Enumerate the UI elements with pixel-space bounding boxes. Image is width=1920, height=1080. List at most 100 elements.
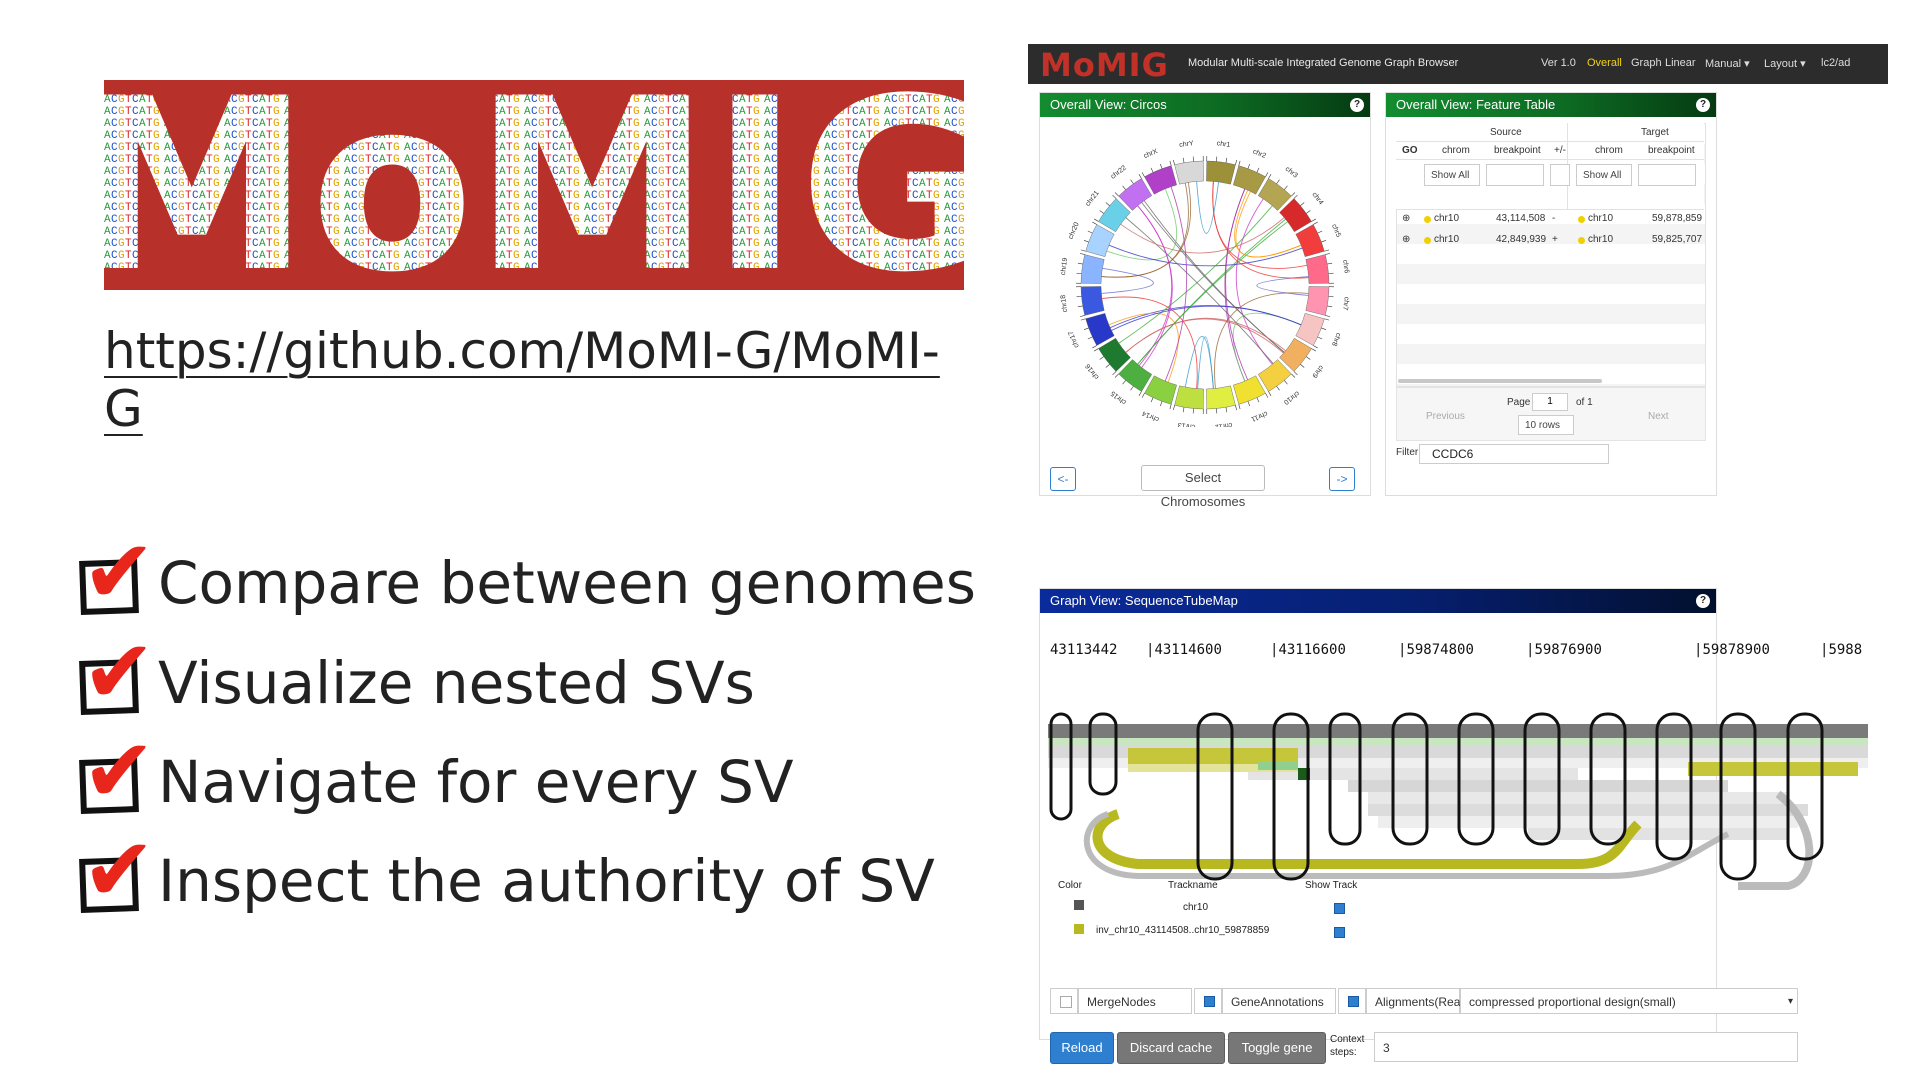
chromosome-segment[interactable] (1296, 313, 1325, 345)
reload-button[interactable]: Reload (1050, 1032, 1114, 1064)
circos-link[interactable] (1138, 222, 1288, 365)
table-row[interactable]: ⊕ chr10 43,114,508 - chr10 59,878,859 (1396, 209, 1704, 229)
circos-tick (1300, 203, 1304, 206)
help-icon[interactable]: ? (1350, 98, 1364, 112)
chromosome-label: chr11 (1250, 409, 1268, 422)
strand-filter[interactable] (1550, 164, 1570, 186)
chromosome-segment[interactable] (1086, 313, 1115, 345)
show-track-checkbox[interactable] (1334, 927, 1345, 938)
circos-link[interactable] (1126, 218, 1273, 364)
chromosome-segment[interactable] (1081, 286, 1104, 315)
nav-layout-dropdown[interactable]: Layout ▾ (1764, 57, 1806, 70)
circos-link[interactable] (1109, 245, 1302, 266)
chromosome-segment[interactable] (1306, 255, 1329, 284)
discard-cache-button[interactable]: Discard cache (1117, 1032, 1225, 1064)
next-chromosome-button[interactable]: -> (1329, 467, 1355, 491)
prev-chromosome-button[interactable]: <- (1050, 467, 1076, 491)
navbar-brand[interactable]: MoMIG (1040, 46, 1169, 84)
circos-tick (1265, 393, 1267, 397)
sequence-tube-map[interactable] (1048, 664, 1878, 904)
cell-source-chrom: chr10 (1434, 234, 1459, 245)
filter-input[interactable]: CCDC6 (1419, 444, 1609, 464)
chromosome-segment[interactable] (1233, 166, 1265, 195)
merge-nodes-label[interactable]: MergeNodes (1078, 988, 1192, 1014)
nav-manual-dropdown[interactable]: Manual ▾ (1705, 57, 1750, 70)
target-breakpoint-filter[interactable] (1638, 164, 1696, 186)
circos-tick (1131, 386, 1134, 390)
column-go[interactable]: GO (1402, 145, 1418, 156)
circos-link[interactable] (1110, 306, 1301, 328)
circos-tick (1113, 371, 1117, 374)
circos-tick (1306, 211, 1310, 214)
chevron-down-icon: ▾ (1788, 989, 1793, 1015)
toggle-gene-button[interactable]: Toggle gene (1228, 1032, 1326, 1064)
target-chrom-filter[interactable]: Show All (1576, 164, 1632, 186)
chromosome-segment[interactable] (1306, 286, 1329, 315)
circos-tick (1294, 371, 1298, 374)
chromosome-segment[interactable] (1206, 386, 1235, 409)
circos-link[interactable] (1101, 268, 1153, 293)
column-target-chrom[interactable]: chrom (1595, 145, 1623, 156)
checklist-item: ✔ Compare between genomes (76, 540, 976, 626)
alignments-label[interactable]: Alignments(Reads) (1366, 988, 1460, 1014)
column-source-breakpoint[interactable]: breakpoint (1494, 145, 1541, 156)
nav-overall[interactable]: Overall (1587, 57, 1622, 69)
expand-row-icon[interactable]: ⊕ (1402, 234, 1410, 245)
column-source-chrom[interactable]: chrom (1442, 145, 1470, 156)
circos-link[interactable] (1185, 336, 1213, 388)
nav-graph[interactable]: Graph (1631, 57, 1662, 69)
cell-source-chrom: chr10 (1434, 213, 1459, 224)
circos-tick (1139, 392, 1142, 396)
chromosome-segment[interactable] (1175, 161, 1204, 184)
circos-tick (1306, 357, 1310, 360)
source-chrom-filter[interactable]: Show All (1424, 164, 1480, 186)
nav-linear[interactable]: Linear (1665, 57, 1696, 69)
context-steps-input[interactable]: 3 (1374, 1032, 1798, 1062)
circos-link[interactable] (1144, 201, 1284, 353)
legend-header-show-track: Show Track (1305, 880, 1357, 891)
chromosome-segment[interactable] (1145, 376, 1177, 405)
circos-link[interactable] (1165, 187, 1186, 381)
rows-per-page-select[interactable]: 10 rows (1518, 415, 1574, 435)
gene-annotations-checkbox-box[interactable] (1194, 988, 1222, 1014)
help-icon[interactable]: ? (1696, 594, 1710, 608)
column-strand[interactable]: +/- (1554, 145, 1566, 156)
circos-tick (1081, 250, 1086, 251)
chromosome-segment[interactable] (1233, 376, 1265, 405)
gene-annotations-label[interactable]: GeneAnnotations (1222, 988, 1336, 1014)
gene-annotations-checkbox[interactable] (1204, 996, 1215, 1007)
merge-nodes-checkbox[interactable] (1060, 996, 1072, 1008)
next-page-button[interactable]: Next (1648, 411, 1669, 422)
chromosome-label: chr14 (1141, 409, 1160, 422)
alignment-mode-select[interactable]: compressed proportional design(small) ▾ (1460, 988, 1798, 1014)
table-row[interactable]: ⊕ chr10 42,849,939 + chr10 59,825,707 (1396, 230, 1704, 250)
repo-link[interactable]: https://github.com/MoMI-G/MoMI-G (104, 322, 964, 438)
expand-row-icon[interactable]: ⊕ (1402, 213, 1410, 224)
alignments-checkbox[interactable] (1348, 996, 1359, 1007)
circos-link[interactable] (1121, 218, 1285, 253)
graph-view-header: Graph View: SequenceTubeMap ? (1040, 589, 1716, 613)
circos-link[interactable] (1126, 318, 1286, 352)
source-breakpoint-filter[interactable] (1486, 164, 1544, 186)
select-chromosomes-button[interactable]: Select Chromosomes (1141, 465, 1265, 491)
navbar-subtitle: Modular Multi-scale Integrated Genome Gr… (1188, 57, 1458, 69)
previous-page-button[interactable]: Previous (1426, 411, 1465, 422)
circos-link[interactable] (1142, 202, 1285, 352)
chromosome-segment[interactable] (1206, 161, 1235, 184)
nav-user[interactable]: lc2/ad (1821, 57, 1850, 69)
circos-plot[interactable]: chr1 chr2 chr3 chr4 chr5 chr6 chr7 chr8 chr9 chr1… (1060, 127, 1350, 427)
table-horizontal-scrollbar[interactable] (1398, 379, 1602, 383)
circos-tick (1325, 253, 1330, 254)
circos-tick (1321, 240, 1326, 242)
column-target-breakpoint[interactable]: breakpoint (1648, 145, 1695, 156)
circos-tick (1092, 345, 1096, 347)
page-number-input[interactable]: 1 (1532, 393, 1568, 411)
chromosome-segment[interactable] (1296, 225, 1325, 257)
chromosome-segment[interactable] (1081, 255, 1104, 284)
merge-nodes-checkbox-box[interactable] (1050, 988, 1078, 1014)
help-icon[interactable]: ? (1696, 98, 1710, 112)
chromosome-segment[interactable] (1175, 386, 1204, 409)
circos-link[interactable] (1197, 181, 1219, 233)
alignments-checkbox-box[interactable] (1338, 988, 1366, 1014)
show-track-checkbox[interactable] (1334, 903, 1345, 914)
